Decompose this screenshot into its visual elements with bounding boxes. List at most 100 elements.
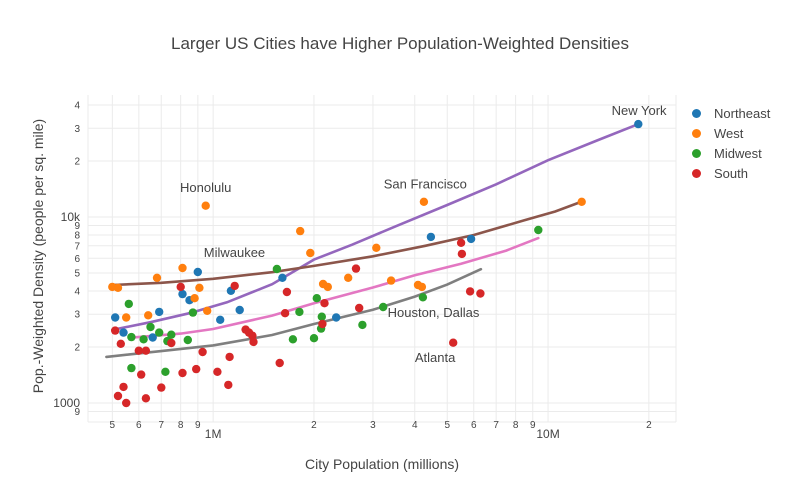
point-south[interactable] [137,370,146,379]
point-midwest[interactable] [124,299,133,309]
point-west[interactable] [152,273,162,282]
point-northeast[interactable] [235,305,244,315]
point-midwest[interactable] [188,308,198,317]
legend-label: Northeast [714,106,771,121]
point-midwest[interactable] [127,332,136,342]
point-west[interactable] [190,294,199,303]
point-south[interactable] [320,299,329,308]
point-south[interactable] [456,238,466,247]
point-northeast[interactable] [278,273,287,282]
point-south[interactable] [141,346,151,355]
point-south[interactable] [275,358,284,368]
point-south[interactable] [157,383,166,392]
point-south[interactable] [178,368,187,378]
point-northeast[interactable] [148,333,157,342]
point-south[interactable] [111,326,120,335]
point-midwest[interactable] [418,293,428,302]
point-northeast[interactable] [426,232,436,242]
annotation-new-york: New York [612,103,667,118]
point-south[interactable] [176,282,185,292]
point-midwest[interactable] [167,330,176,339]
point-midwest[interactable] [155,328,164,337]
point-northeast[interactable] [216,315,225,324]
point-south[interactable] [167,338,176,348]
legend-marker-west [692,129,701,138]
point-midwest[interactable] [379,302,388,312]
point-northeast[interactable] [634,119,643,129]
point-south[interactable] [280,309,290,318]
point-west[interactable] [296,226,305,236]
legend-item-west[interactable]: West [692,126,770,141]
x-tick-label: 7 [158,420,164,431]
point-west[interactable] [122,313,131,322]
point-west[interactable] [195,283,204,292]
point-northeast[interactable] [119,328,128,337]
point-south[interactable] [116,339,126,348]
point-south[interactable] [134,346,143,355]
point-northeast[interactable] [111,313,120,322]
point-midwest[interactable] [309,334,319,343]
point-northeast[interactable] [155,307,164,317]
point-west[interactable] [386,276,396,285]
point-midwest[interactable] [146,322,155,332]
point-south[interactable] [449,338,458,347]
point-midwest[interactable] [183,335,192,345]
point-south[interactable] [282,287,292,297]
point-midwest[interactable] [139,335,148,344]
point-midwest[interactable] [127,363,136,373]
legend-marker-northeast [692,109,701,118]
point-midwest[interactable] [312,294,321,303]
point-west[interactable] [419,197,429,206]
point-west[interactable] [372,243,381,252]
point-south[interactable] [122,398,131,408]
point-northeast[interactable] [178,289,187,299]
point-south[interactable] [355,303,364,313]
point-west[interactable] [323,282,332,292]
point-south[interactable] [457,249,467,259]
point-west[interactable] [344,273,353,282]
point-midwest[interactable] [534,225,543,235]
y-tick-label: 2 [74,342,80,353]
point-south[interactable] [476,289,485,298]
point-south[interactable] [225,352,234,362]
point-west[interactable] [417,282,427,292]
point-midwest[interactable] [288,335,298,344]
point-west[interactable] [113,283,123,292]
point-northeast[interactable] [193,267,202,277]
point-midwest[interactable] [317,312,326,321]
point-west[interactable] [203,306,212,315]
point-west[interactable] [178,263,187,273]
x-tick-label: 7 [493,420,499,431]
point-midwest[interactable] [161,367,170,376]
point-south[interactable] [198,347,207,357]
trend-line-south-trend[interactable] [105,267,483,359]
point-west[interactable] [201,201,210,210]
point-south[interactable] [351,264,361,273]
point-northeast[interactable] [466,234,476,244]
trend-line-midwest-trend[interactable] [127,236,540,340]
legend-item-midwest[interactable]: Midwest [692,146,770,161]
point-south[interactable] [248,331,257,340]
point-south[interactable] [113,391,123,401]
point-northeast[interactable] [332,313,341,322]
point-midwest[interactable] [272,264,282,274]
point-midwest[interactable] [295,307,304,317]
point-midwest[interactable] [358,320,367,330]
point-south[interactable] [224,380,233,390]
point-south[interactable] [192,364,201,374]
point-west[interactable] [577,197,586,206]
point-south[interactable] [141,394,151,403]
legend-item-northeast[interactable]: Northeast [692,106,770,121]
point-west[interactable] [144,311,153,320]
point-west[interactable] [306,248,315,258]
point-south[interactable] [465,287,475,296]
point-south[interactable] [119,382,128,392]
point-south[interactable] [249,337,258,347]
point-south[interactable] [230,281,239,291]
point-south[interactable] [213,367,222,376]
legend-item-south[interactable]: South [692,166,770,181]
trend-line-west-trend[interactable] [111,200,583,287]
point-south[interactable] [318,319,327,329]
